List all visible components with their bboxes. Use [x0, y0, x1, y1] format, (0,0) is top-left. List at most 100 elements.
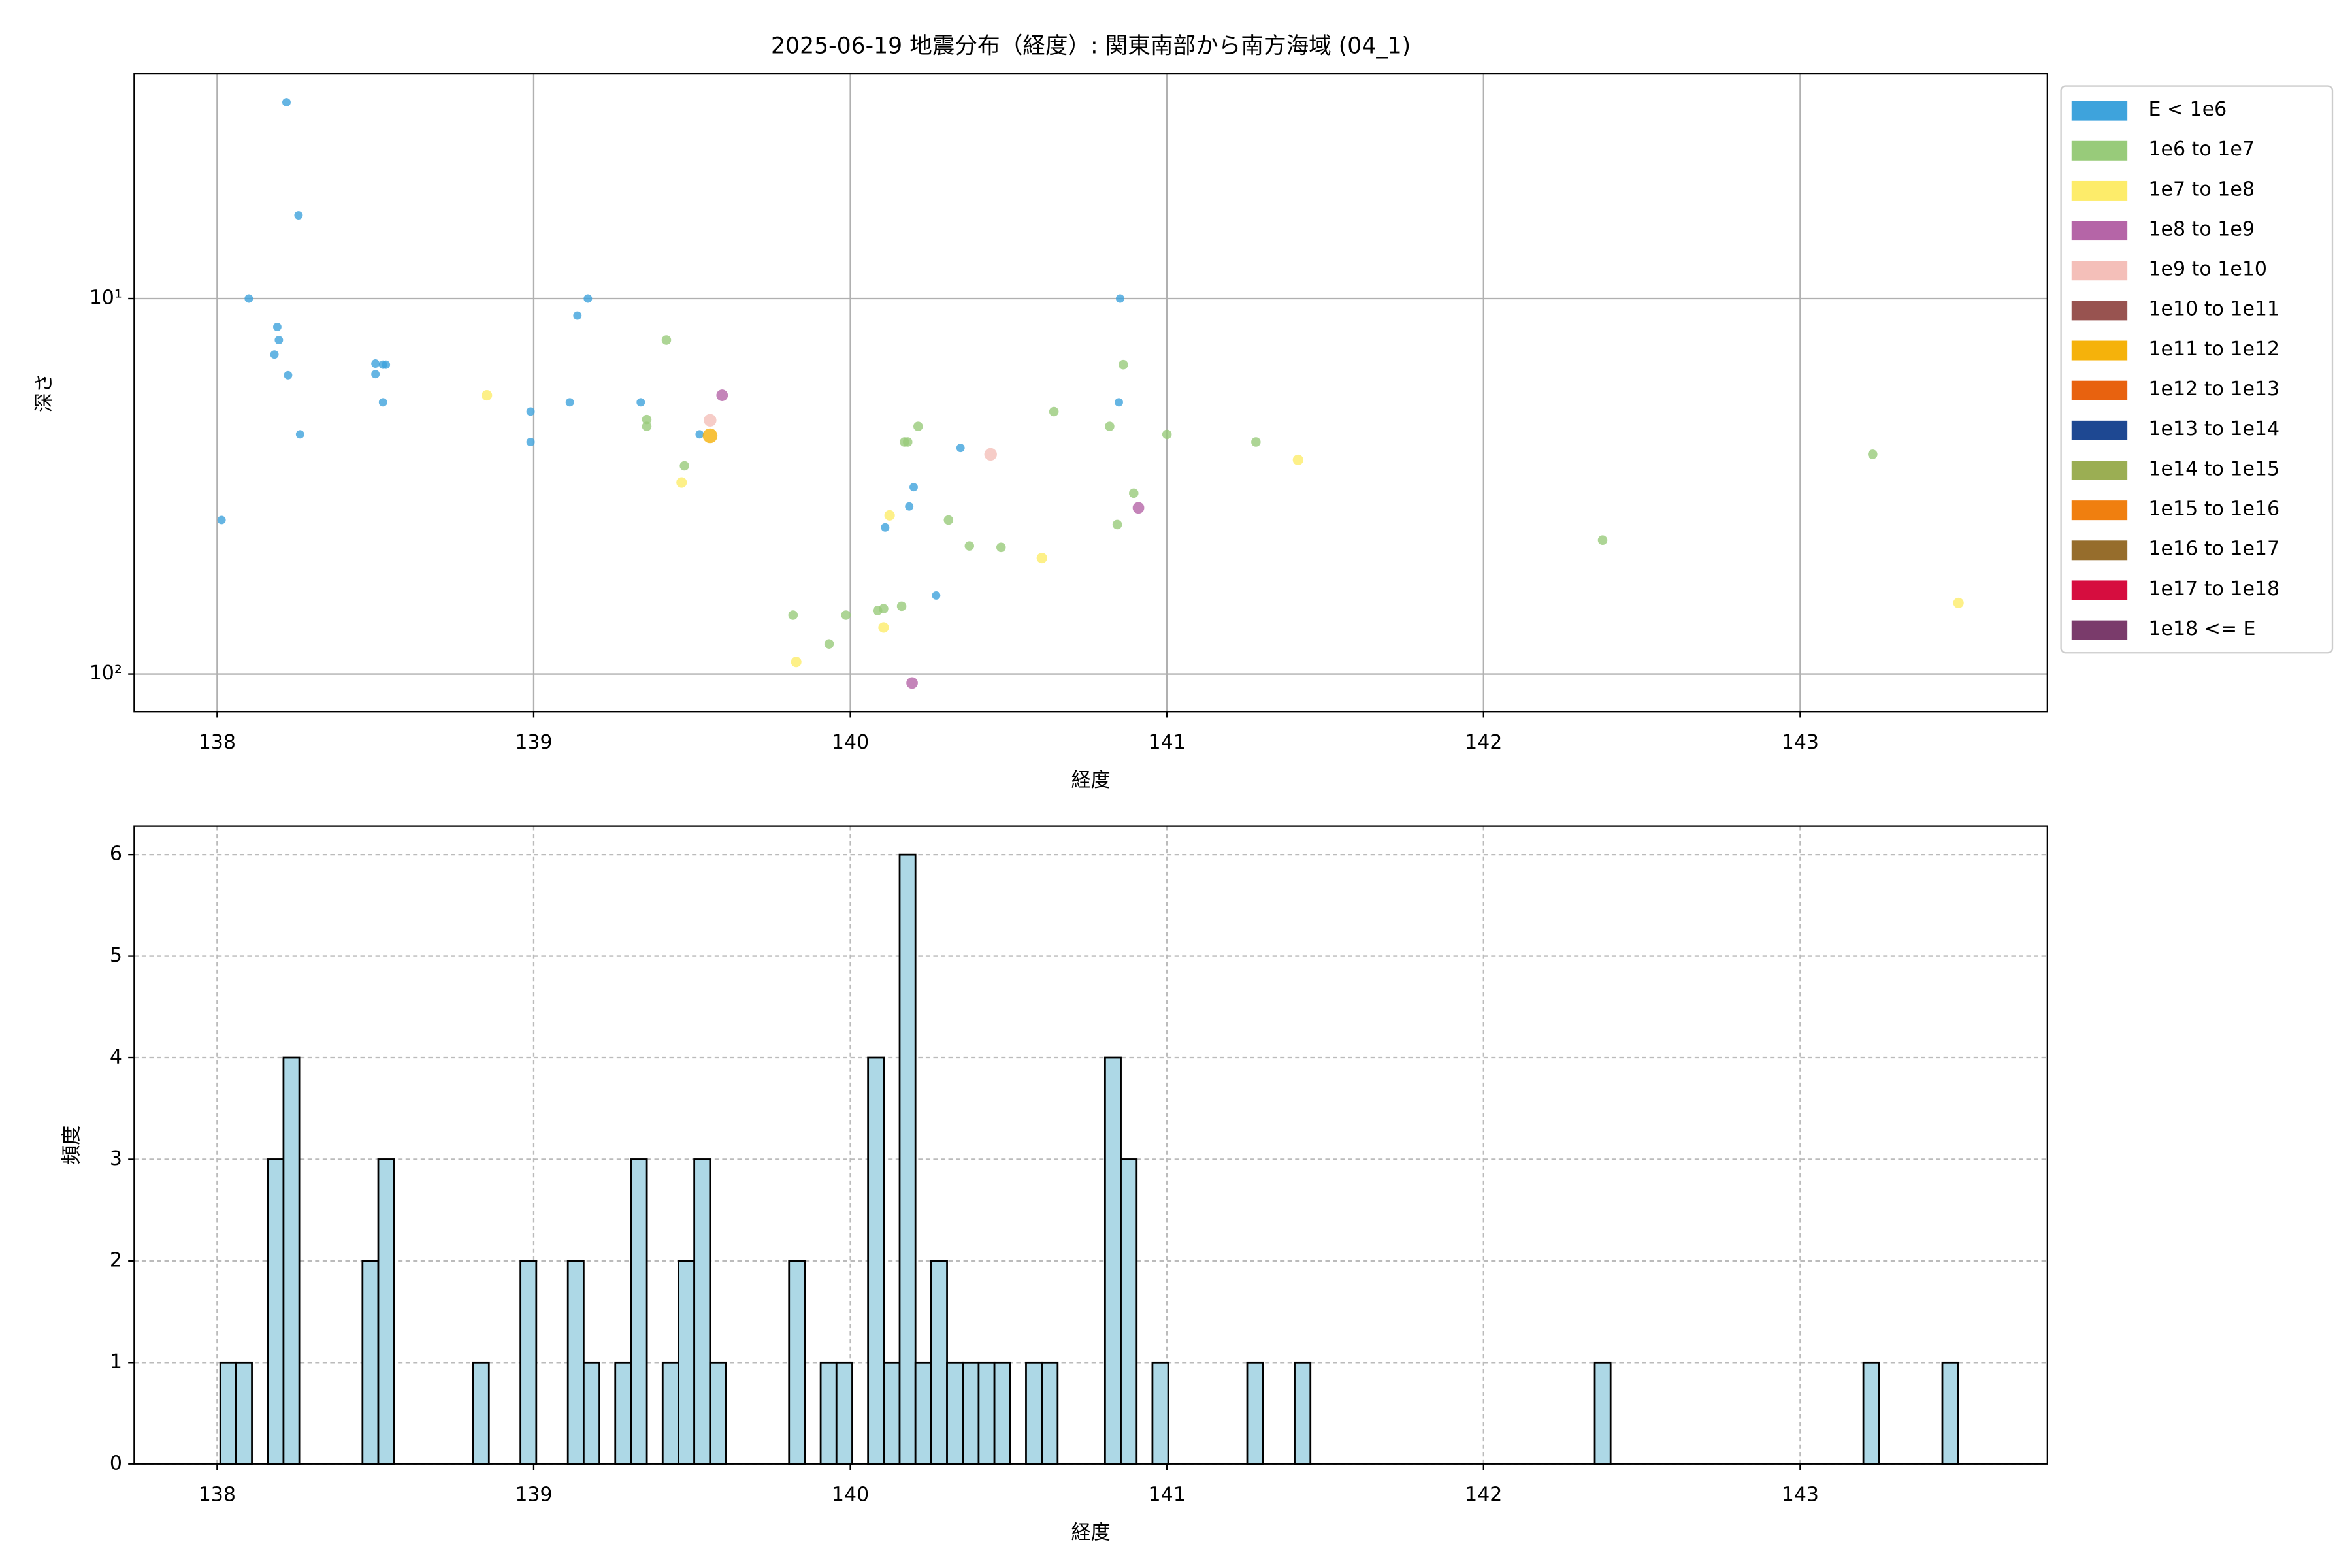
point [272, 322, 282, 331]
point [788, 610, 798, 620]
x-tick-label: 141 [1149, 731, 1186, 754]
y-tick-label: 5 [110, 944, 122, 967]
y-axis-label: 頻度 [60, 1126, 83, 1165]
point [1162, 429, 1172, 440]
bar [1151, 1361, 1169, 1465]
point [1868, 449, 1878, 459]
bar [1862, 1361, 1880, 1465]
point [996, 542, 1006, 553]
point [526, 438, 535, 446]
bar [282, 1056, 301, 1465]
bar [1246, 1361, 1264, 1465]
legend-swatch [2071, 540, 2128, 561]
point [274, 336, 284, 345]
y-tick-label: 4 [110, 1046, 122, 1069]
bar [709, 1361, 727, 1465]
point [913, 421, 923, 431]
legend-label: 1e11 to 1e12 [2148, 338, 2279, 361]
bar [1025, 1361, 1043, 1465]
bar [678, 1260, 696, 1465]
legend-swatch [2071, 420, 2128, 440]
x-tick-label: 142 [1465, 1484, 1502, 1507]
x-tick-label: 143 [1782, 731, 1819, 754]
point [636, 398, 645, 407]
point [964, 541, 975, 551]
point [1049, 406, 1059, 417]
x-tick-label: 138 [199, 1484, 236, 1507]
point [661, 335, 672, 345]
point [573, 311, 582, 320]
point [270, 350, 279, 359]
x-tick-label: 139 [515, 1484, 552, 1507]
bar [361, 1260, 380, 1465]
point [791, 657, 802, 668]
point [284, 370, 293, 380]
point [903, 437, 913, 447]
bar [1941, 1361, 1959, 1465]
point [1597, 535, 1608, 545]
legend-swatch [2071, 340, 2128, 361]
bar [883, 1361, 901, 1465]
y-tick-label: 6 [110, 843, 122, 866]
bar [219, 1361, 237, 1465]
bar [819, 1361, 838, 1465]
point [896, 601, 907, 612]
point [282, 98, 291, 107]
point [879, 604, 889, 613]
x-tick-label: 139 [515, 731, 552, 754]
chart-title: 2025-06-19 地震分布（経度）: 関東南部から南方海域 (04_1) [771, 33, 1411, 59]
point [482, 389, 493, 401]
point [382, 360, 391, 369]
point [695, 430, 704, 439]
point [956, 444, 965, 453]
y-tick-label: 1 [110, 1350, 122, 1373]
point [244, 294, 253, 303]
y-tick-label: 2 [110, 1249, 122, 1271]
y-tick-label: 3 [110, 1147, 122, 1170]
point [1129, 488, 1139, 498]
bar [898, 853, 917, 1465]
point [1115, 294, 1124, 303]
bar [977, 1361, 996, 1465]
bar [1120, 1158, 1138, 1465]
legend-swatch [2071, 261, 2128, 281]
bar [993, 1361, 1011, 1465]
point [294, 211, 303, 220]
bar [235, 1361, 253, 1465]
y-tick-label: 10² [90, 662, 122, 685]
bar [914, 1361, 932, 1465]
legend-label: E < 1e6 [2148, 98, 2227, 121]
bar [867, 1056, 885, 1465]
point [565, 398, 574, 407]
point [909, 483, 918, 492]
legend-label: 1e9 to 1e10 [2148, 258, 2267, 281]
point [679, 461, 689, 471]
bar [267, 1158, 285, 1465]
point [583, 294, 593, 303]
y-axis-label: 深さ [33, 373, 56, 412]
legend-swatch [2071, 380, 2128, 400]
bar [962, 1361, 980, 1465]
legend-label: 1e13 to 1e14 [2148, 417, 2279, 440]
point [1105, 421, 1115, 431]
x-axis-label: 経度 [1071, 769, 1111, 792]
point [642, 421, 652, 431]
point [642, 414, 652, 425]
bar [582, 1361, 600, 1465]
bar [1593, 1361, 1612, 1465]
point [1251, 437, 1261, 447]
y-tick-label: 10¹ [90, 287, 122, 310]
legend-label: 1e7 to 1e8 [2148, 178, 2254, 201]
legend-label: 1e6 to 1e7 [2148, 138, 2254, 161]
point [984, 448, 997, 461]
point [1292, 454, 1303, 465]
bar [566, 1260, 585, 1465]
bar [788, 1260, 806, 1465]
legend-swatch [2071, 140, 2128, 161]
x-tick-label: 143 [1782, 1484, 1819, 1507]
legend-swatch [2071, 620, 2128, 640]
legend-label: 1e17 to 1e18 [2148, 578, 2279, 600]
bar [946, 1361, 964, 1465]
point [906, 677, 918, 689]
